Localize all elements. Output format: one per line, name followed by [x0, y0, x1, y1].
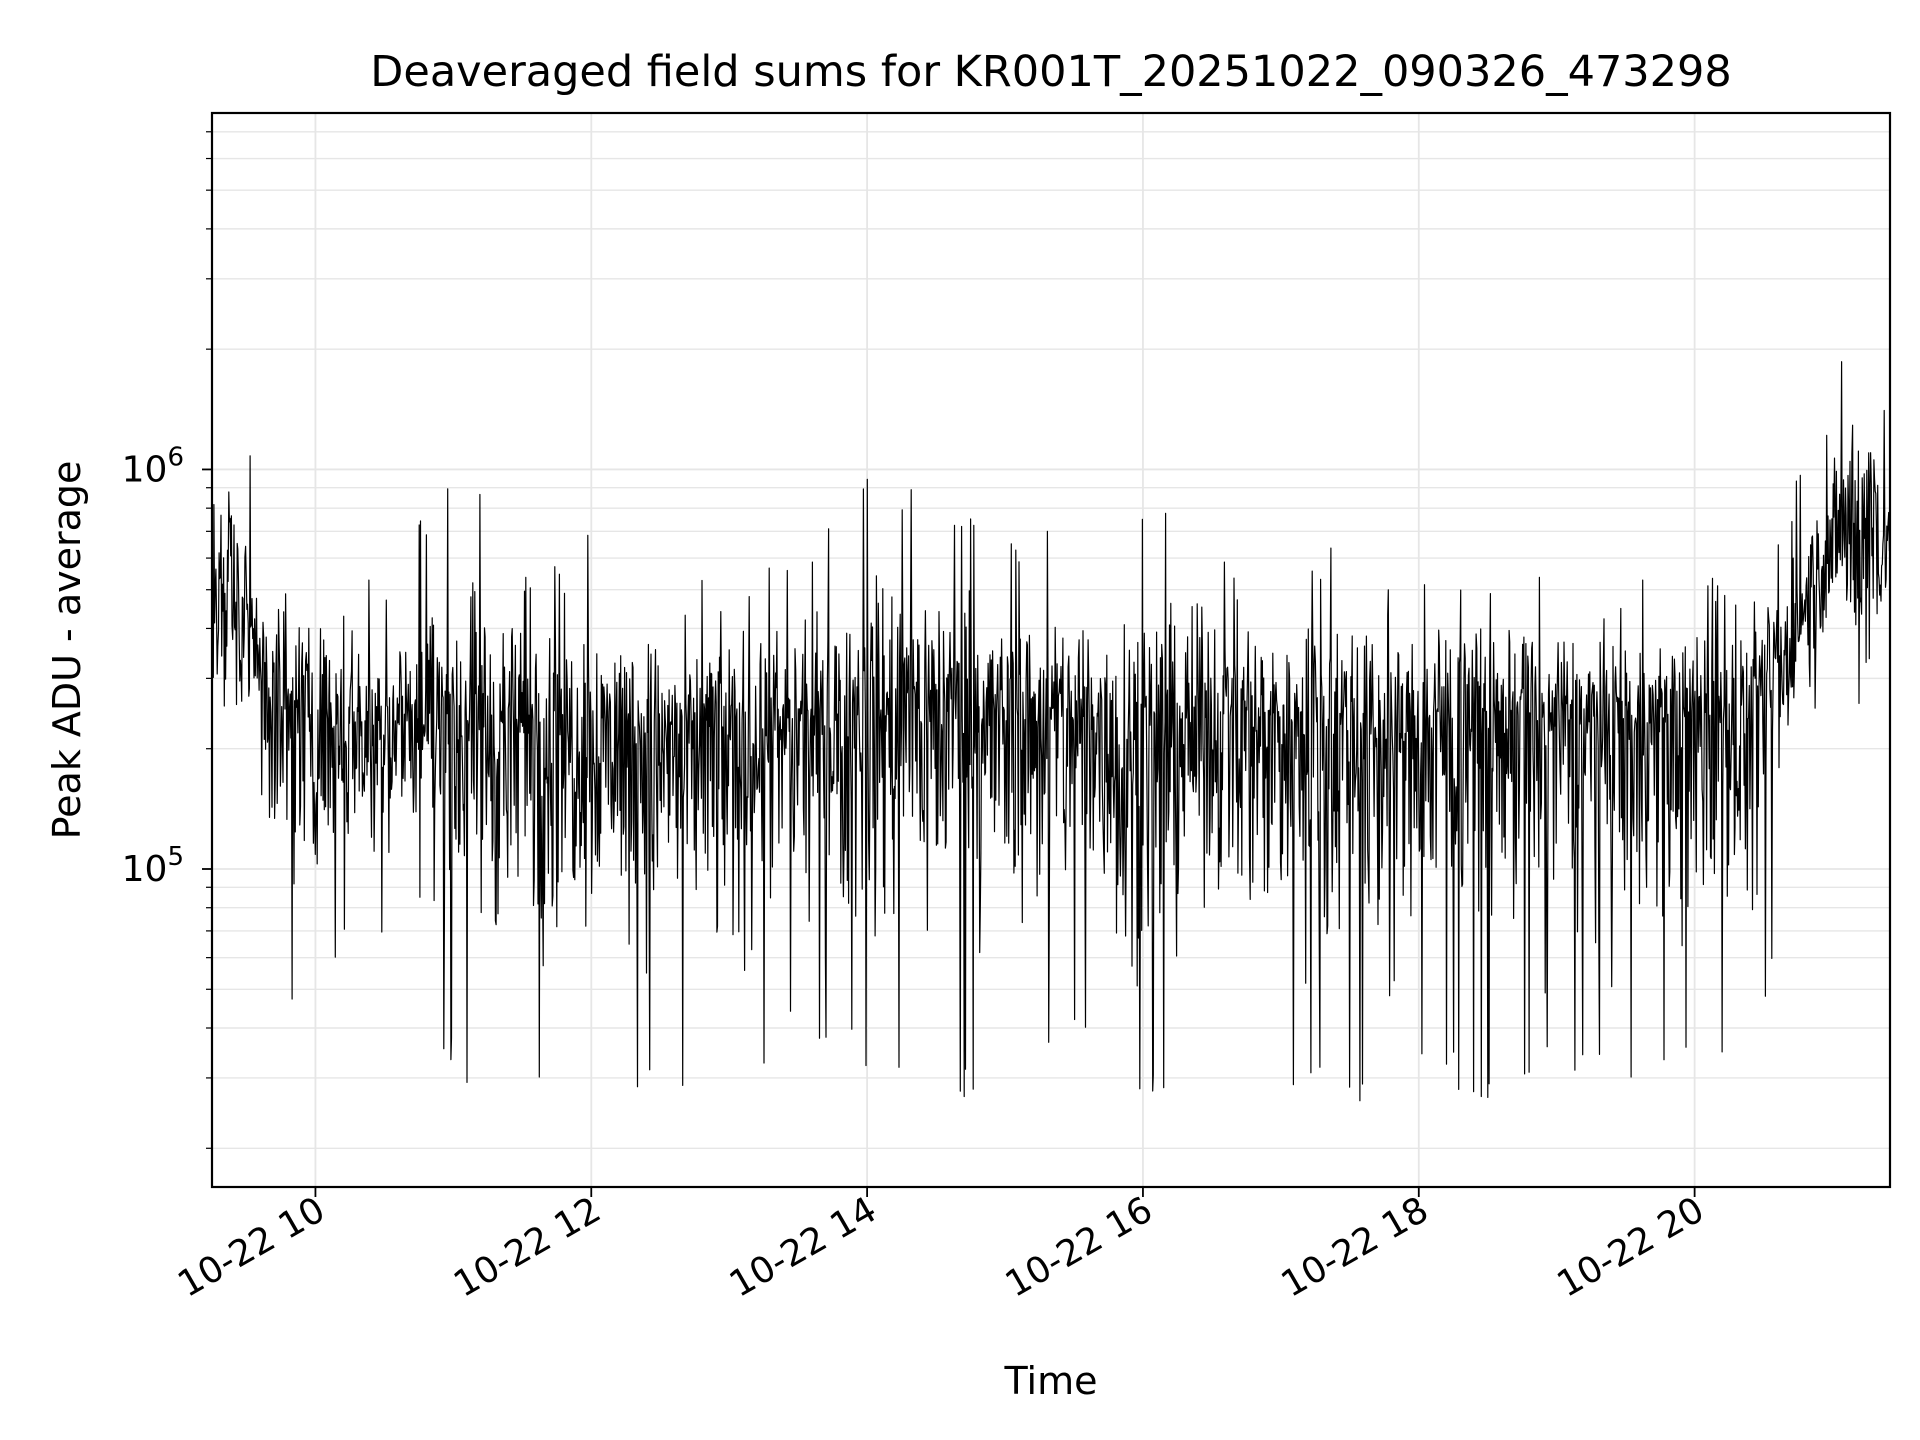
grid — [212, 113, 1890, 1187]
plot-frame — [210, 111, 1892, 1189]
chart-title: Deaveraged field sums for KR001T_2025102… — [370, 47, 1732, 97]
data-series — [211, 361, 1891, 1102]
series-line — [211, 361, 1891, 1102]
x-axis-label: Time — [1004, 1359, 1098, 1403]
y-axis-label: Peak ADU - average — [45, 461, 89, 840]
y-tick-label: 105 — [122, 842, 184, 890]
y-tick-label: 106 — [122, 442, 184, 490]
